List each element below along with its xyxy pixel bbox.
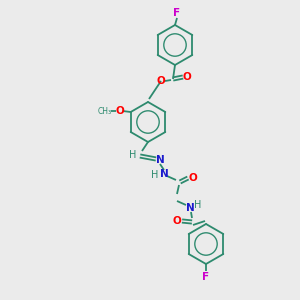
Text: O: O (115, 106, 124, 116)
Text: H: H (129, 150, 137, 160)
Text: O: O (183, 72, 191, 82)
Text: O: O (157, 76, 165, 86)
Text: O: O (189, 173, 197, 183)
Text: F: F (173, 8, 181, 18)
Text: N: N (186, 203, 194, 213)
Text: F: F (202, 272, 210, 282)
Text: N: N (156, 155, 164, 165)
Text: O: O (172, 216, 182, 226)
Text: H: H (194, 200, 202, 210)
Text: CH₃: CH₃ (98, 106, 112, 116)
Text: H: H (151, 170, 159, 180)
Text: N: N (160, 169, 168, 179)
